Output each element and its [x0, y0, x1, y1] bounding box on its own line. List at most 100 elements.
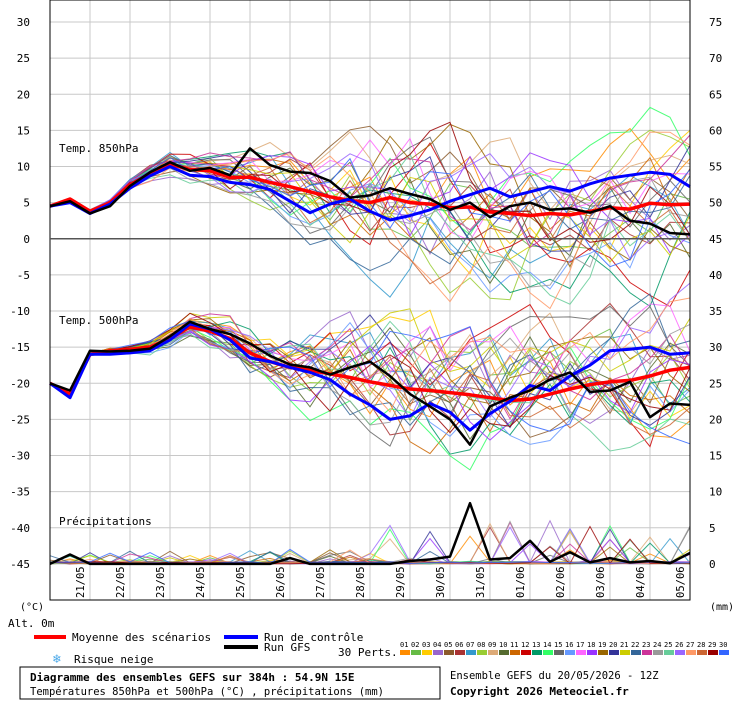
panel-label-500: Temp. 500hPa — [59, 314, 138, 327]
right-tick-label: 5 — [709, 522, 716, 535]
perturbation-swatch — [609, 650, 619, 655]
perturbation-swatch — [411, 650, 421, 655]
perturbation-swatch — [697, 650, 707, 655]
perturbation-swatch — [620, 650, 630, 655]
perturbation-swatch — [719, 650, 729, 655]
perturbation-swatch — [631, 650, 641, 655]
perturbation-swatch — [587, 650, 597, 655]
date-tick-label: 26/05 — [275, 566, 287, 598]
perturbation-swatch — [642, 650, 652, 655]
right-unit-label: (mm) — [710, 602, 734, 613]
perturbation-id: 25 — [664, 641, 672, 649]
left-tick-label: -10 — [10, 305, 30, 318]
perturbation-legend: 01 02 03 04 05 06 07 08 09 10 11 12 13 14 15 16 17 18 19 20… — [400, 641, 729, 655]
perturbation-swatch — [433, 650, 443, 655]
perturbation-id: 23 — [642, 641, 650, 649]
perturbation-line — [49, 151, 691, 298]
right-tick-label: 45 — [709, 233, 722, 246]
chart-subtitle: Températures 850hPa et 500hPa (°C) , pré… — [30, 686, 384, 698]
perturbation-swatch — [565, 650, 575, 655]
chart-title: Diagramme des ensembles GEFS sur 384h : … — [30, 671, 355, 684]
run-info: Ensemble GEFS du 20/05/2026 - 12Z — [450, 670, 659, 682]
right-tick-label: 15 — [709, 450, 722, 463]
date-tick-label: 29/05 — [395, 566, 407, 598]
copyright: Copyright 2026 Meteociel.fr — [450, 685, 629, 698]
perturbation-id: 14 — [543, 641, 551, 649]
left-tick-label: -30 — [10, 450, 30, 463]
perturbation-id: 16 — [565, 641, 573, 649]
perturbation-id: 02 — [411, 641, 419, 649]
perturbation-swatch — [521, 650, 531, 655]
perturbation-swatch — [675, 650, 685, 655]
date-tick-label: 01/06 — [515, 566, 527, 598]
perturbation-swatch — [422, 650, 432, 655]
right-tick-label: 70 — [709, 52, 722, 65]
right-tick-label: 55 — [709, 161, 722, 174]
left-tick-label: -25 — [10, 413, 30, 426]
legend-label-gfs: Run GFS — [264, 641, 310, 654]
perturbation-id: 07 — [466, 641, 474, 649]
perturbation-line — [49, 131, 691, 310]
date-tick-label: 23/05 — [155, 566, 167, 598]
perturbation-line — [49, 142, 691, 308]
left-unit-label: (°C) — [20, 602, 44, 613]
perturbation-swatch — [664, 650, 674, 655]
footer-title-box — [19, 666, 441, 700]
altitude-label: Alt. 0m — [8, 617, 55, 630]
perturbation-swatch — [510, 650, 520, 655]
perturbation-id: 13 — [532, 641, 540, 649]
perturbation-id: 19 — [598, 641, 606, 649]
left-tick-label: -20 — [10, 377, 30, 390]
perturbation-id: 21 — [620, 641, 628, 649]
right-tick-label: 50 — [709, 197, 722, 210]
date-tick-label: 03/06 — [595, 566, 607, 598]
left-tick-label: 25 — [17, 52, 30, 65]
perturbation-line — [49, 308, 691, 395]
snowflake-icon: ❄ — [52, 652, 61, 667]
perturbation-swatch — [653, 650, 663, 655]
left-tick-label: 10 — [17, 161, 30, 174]
perturbation-swatch — [686, 650, 696, 655]
right-tick-label: 25 — [709, 377, 722, 390]
perturbation-swatch — [444, 650, 454, 655]
perturbation-id: 17 — [576, 641, 584, 649]
date-tick-label: 25/05 — [235, 566, 247, 598]
plot-frame — [49, 0, 691, 601]
perturbation-swatch — [532, 650, 542, 655]
perturbation-swatch — [499, 650, 509, 655]
date-tick-label: 21/05 — [75, 566, 87, 598]
series-line-500hPa — [49, 322, 691, 432]
perturbation-id: 10 — [499, 641, 507, 649]
date-tick-label: 27/05 — [315, 566, 327, 598]
date-tick-label: 05/06 — [675, 566, 687, 598]
date-tick-label: 02/06 — [555, 566, 567, 598]
perturbation-swatch — [554, 650, 564, 655]
perturbation-id: 11 — [510, 641, 518, 649]
perturbation-precip-line — [49, 521, 691, 565]
perturbation-id: 08 — [477, 641, 485, 649]
perturbation-swatch — [708, 650, 718, 655]
date-tick-label: 24/05 — [195, 566, 207, 598]
perturbation-swatch — [400, 650, 410, 655]
legend-label-mean: Moyenne des scénarios — [72, 631, 211, 644]
left-tick-label: -5 — [17, 269, 30, 282]
perturbation-line — [49, 134, 691, 249]
right-tick-label: 65 — [709, 88, 722, 101]
perturbation-id: 29 — [708, 641, 716, 649]
perturbation-swatch — [455, 650, 465, 655]
perturbation-swatch — [466, 650, 476, 655]
left-tick-label: 5 — [23, 197, 30, 210]
perturbation-id: 22 — [631, 641, 639, 649]
perturbation-swatch — [477, 650, 487, 655]
perturbation-id: 09 — [488, 641, 496, 649]
perturbation-id: 12 — [521, 641, 529, 649]
date-tick-label: 28/05 — [355, 566, 367, 598]
series-line-500hPa — [49, 320, 691, 446]
right-tick-label: 60 — [709, 124, 722, 137]
perturbation-id: 06 — [455, 641, 463, 649]
series-lines — [49, 147, 691, 566]
right-tick-label: 75 — [709, 16, 722, 29]
perturbation-id: 26 — [675, 641, 683, 649]
series-line-précipitations — [49, 501, 691, 566]
